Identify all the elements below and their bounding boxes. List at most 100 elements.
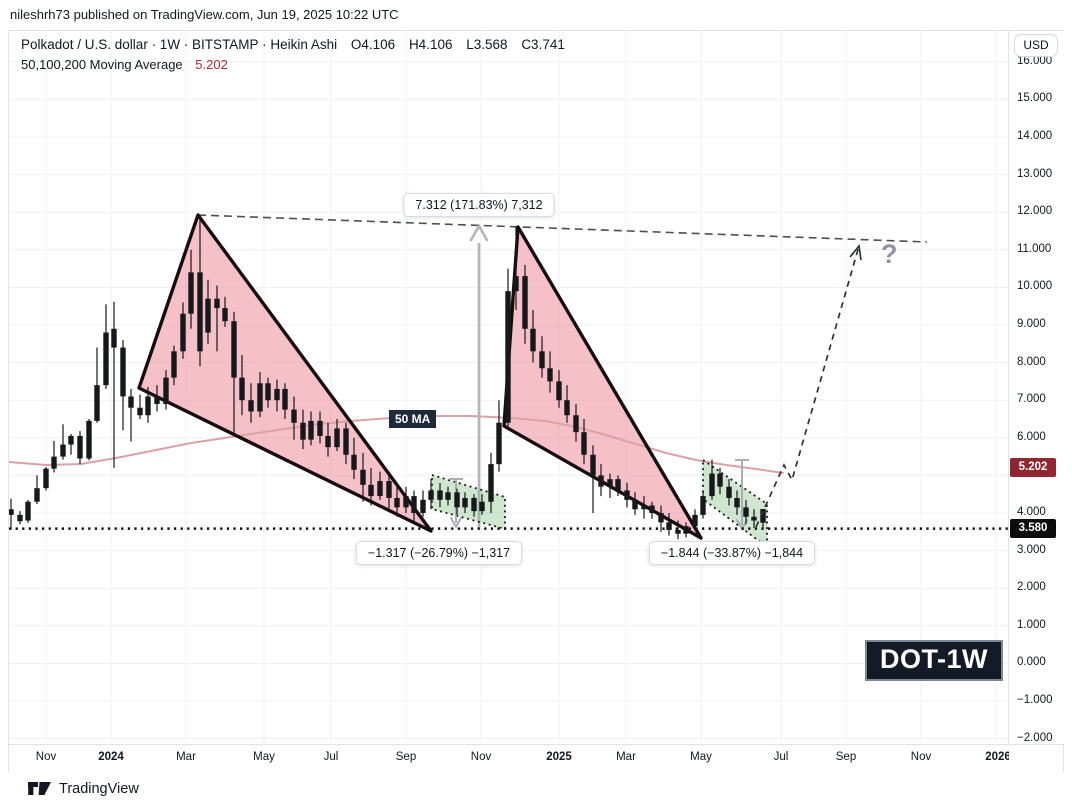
- candle-body: [154, 396, 160, 404]
- projected-path-arrow[interactable]: [755, 245, 860, 528]
- candle-body: [632, 499, 638, 510]
- candle-body: [222, 308, 228, 322]
- price-axis-label: 9.000: [1017, 318, 1046, 330]
- price-axis-label: 7.000: [1017, 393, 1046, 406]
- candle-body: [734, 497, 740, 508]
- projected-path-arrowhead-icon: [849, 243, 862, 261]
- price-axis-label: 8.000: [1017, 355, 1046, 368]
- bull-flag-1[interactable]: [431, 474, 506, 530]
- candle-body: [411, 496, 417, 513]
- candle-body: [128, 396, 134, 408]
- candle-body: [17, 514, 23, 522]
- tradingview-brand-text[interactable]: TradingView: [59, 780, 139, 797]
- price-axis-label: 1.000: [1017, 618, 1046, 631]
- price-axis-label: 15.000: [1017, 92, 1053, 105]
- candle-body: [351, 454, 357, 470]
- candle-body: [420, 499, 426, 513]
- candle-body: [257, 383, 263, 412]
- candle-body: [573, 415, 579, 433]
- price-axis-label: 13.000: [1017, 167, 1053, 180]
- price-badge: 5.202: [1010, 458, 1056, 478]
- price-axis-label: 2.000: [1017, 581, 1046, 594]
- candle-body: [666, 522, 672, 530]
- candle-body: [641, 505, 647, 510]
- candle-body: [530, 328, 536, 352]
- price-axis-label: 10.000: [1017, 280, 1053, 293]
- symbol-title[interactable]: Polkadot / U.S. dollar · 1W · BITSTAMP ·…: [21, 37, 338, 52]
- measure-arrow-up-icon: [469, 223, 489, 242]
- time-axis-label: 2025: [546, 751, 572, 763]
- candle-body: [692, 514, 698, 527]
- tradingview-logo-icon[interactable]: [28, 780, 52, 797]
- ma-50-tag[interactable]: 50 MA: [389, 410, 437, 428]
- candle-body: [564, 400, 570, 416]
- candle-body: [513, 276, 519, 292]
- symbol-watermark[interactable]: DOT-1W: [865, 640, 1003, 681]
- ohlc-high: H4.106: [408, 37, 453, 52]
- time-axis-label: Mar: [616, 751, 636, 763]
- time-axis-label: Jul: [323, 751, 339, 763]
- candle-body: [248, 400, 254, 412]
- time-axis-label: May: [253, 751, 275, 763]
- candle-body: [163, 377, 169, 404]
- candle-body: [145, 396, 151, 416]
- ohlc-open: O4.106: [350, 37, 396, 52]
- candle-body: [403, 496, 409, 508]
- bearish-wedge-1-fill[interactable]: [139, 215, 431, 531]
- candle-body: [624, 490, 630, 500]
- candle-body: [360, 469, 366, 485]
- candle-body: [205, 298, 211, 333]
- candle-body: [239, 377, 245, 401]
- candle-body: [68, 435, 74, 445]
- candle-body: [43, 468, 49, 489]
- price-axis[interactable]: USD 16.000 15.000 14.000 13.000 12.000 11.000…: [1008, 31, 1064, 744]
- currency-button[interactable]: USD: [1014, 34, 1058, 57]
- drop2-measure-label[interactable]: −1.844 (−33.87%) −1,844: [648, 541, 816, 565]
- candle-body: [462, 497, 468, 508]
- chart-widget: Polkadot / U.S. dollar · 1W · BITSTAMP ·…: [8, 30, 1064, 772]
- drop1-measure-label[interactable]: −1.317 (−26.79%) −1,317: [355, 541, 523, 565]
- candlesticks: [9, 215, 766, 540]
- candle-body: [9, 509, 14, 515]
- candle-body: [607, 479, 613, 487]
- candle-body: [590, 454, 596, 476]
- candle-body: [760, 509, 766, 523]
- candle-body: [180, 313, 186, 352]
- candle-body: [556, 381, 562, 401]
- time-axis-label: Sep: [395, 751, 417, 763]
- candle-body: [428, 490, 434, 500]
- candle-body: [111, 328, 117, 348]
- candle-body: [581, 432, 587, 455]
- candle-body: [94, 385, 100, 421]
- time-axis-label: Nov: [910, 751, 932, 763]
- chart-canvas[interactable]: [9, 31, 1009, 744]
- time-axis[interactable]: Nov 2024 Mar May Jul Sep Nov 2025 Mar May Jul Sep No…: [9, 744, 1063, 772]
- candle-body: [86, 420, 92, 459]
- target-measure-label[interactable]: 7.312 (171.83%) 7,312: [403, 193, 555, 217]
- candle-body: [743, 507, 749, 517]
- peak-trendline[interactable]: [197, 214, 928, 243]
- candle-body: [368, 484, 374, 497]
- candle-body: [282, 388, 288, 410]
- candle-body: [325, 435, 331, 448]
- candle-body: [77, 435, 83, 459]
- footer: TradingView: [28, 780, 139, 797]
- bearish-wedge-2-fill[interactable]: [504, 227, 701, 538]
- candle-body: [683, 526, 689, 534]
- question-mark-annotation[interactable]: ?: [881, 239, 898, 269]
- candle-body: [171, 351, 177, 378]
- price-axis-label: 4.000: [1017, 506, 1046, 518]
- candle-body: [598, 475, 604, 487]
- price-axis-label: 12.000: [1017, 205, 1053, 218]
- candle-body: [615, 479, 621, 491]
- candle-body: [496, 422, 502, 465]
- price-axis-label: 0.000: [1017, 656, 1046, 669]
- candle-body: [274, 388, 280, 401]
- candle-body: [709, 473, 715, 497]
- candle-body: [197, 272, 203, 352]
- candle-body: [51, 456, 57, 469]
- bearish-wedge-1-border[interactable]: [137, 213, 433, 533]
- time-axis-labels: Nov 2024 Mar May Jul Sep Nov 2025 Mar May Jul Sep No…: [9, 745, 1009, 772]
- candle-body: [675, 529, 681, 534]
- indicator-header[interactable]: 50,100,200 Moving Average 5.202: [21, 57, 228, 72]
